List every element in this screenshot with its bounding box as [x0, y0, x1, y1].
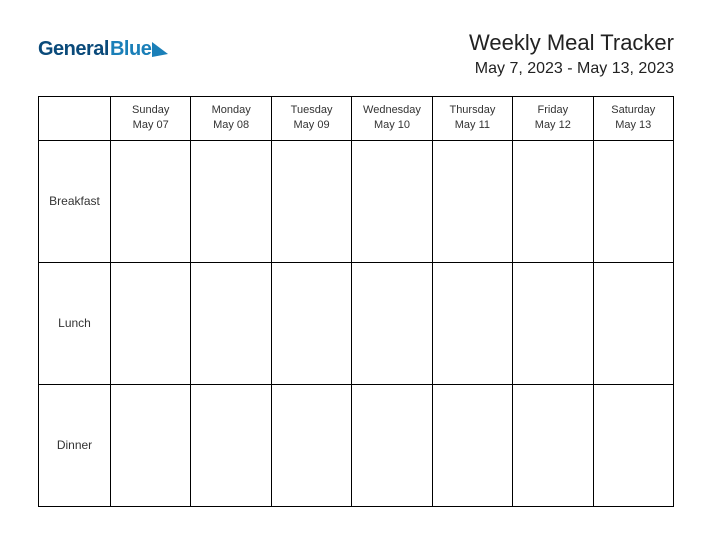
col-dayname: Tuesday [274, 103, 349, 118]
table-corner-cell [39, 97, 111, 141]
table-row: Breakfast [39, 140, 674, 262]
meal-cell[interactable] [111, 384, 191, 506]
col-date: May 07 [113, 118, 188, 133]
table-row: Lunch [39, 262, 674, 384]
meal-cell[interactable] [111, 262, 191, 384]
col-date: May 09 [274, 118, 349, 133]
meal-cell[interactable] [352, 262, 432, 384]
col-dayname: Thursday [435, 103, 510, 118]
header-row: General Blue Weekly Meal Tracker May 7, … [38, 30, 674, 78]
date-range: May 7, 2023 - May 13, 2023 [469, 60, 674, 78]
title-block: Weekly Meal Tracker May 7, 2023 - May 13… [469, 30, 674, 78]
page-title: Weekly Meal Tracker [469, 30, 674, 56]
table-row: Dinner [39, 384, 674, 506]
col-date: May 08 [193, 118, 268, 133]
logo-sail-icon [152, 42, 168, 57]
meal-cell[interactable] [271, 384, 351, 506]
col-header: Wednesday May 10 [352, 97, 432, 141]
col-date: May 12 [515, 118, 590, 133]
col-dayname: Monday [193, 103, 268, 118]
meal-cell[interactable] [593, 262, 673, 384]
meal-cell[interactable] [593, 140, 673, 262]
col-header: Tuesday May 09 [271, 97, 351, 141]
col-header: Friday May 12 [513, 97, 593, 141]
meal-cell[interactable] [432, 140, 512, 262]
row-label: Lunch [39, 262, 111, 384]
col-date: May 11 [435, 118, 510, 133]
meal-cell[interactable] [191, 384, 271, 506]
meal-cell[interactable] [111, 140, 191, 262]
col-dayname: Wednesday [354, 103, 429, 118]
meal-cell[interactable] [271, 262, 351, 384]
meal-cell[interactable] [432, 384, 512, 506]
meal-cell[interactable] [513, 140, 593, 262]
meal-cell[interactable] [271, 140, 351, 262]
meal-cell[interactable] [432, 262, 512, 384]
meal-cell[interactable] [593, 384, 673, 506]
col-date: May 10 [354, 118, 429, 133]
table-header-row: Sunday May 07 Monday May 08 Tuesday May … [39, 97, 674, 141]
col-header: Sunday May 07 [111, 97, 191, 141]
col-dayname: Friday [515, 103, 590, 118]
logo-part2: Blue [110, 38, 151, 61]
logo-part1: General [38, 38, 109, 61]
col-date: May 13 [596, 118, 671, 133]
meal-cell[interactable] [513, 262, 593, 384]
col-header: Thursday May 11 [432, 97, 512, 141]
col-dayname: Saturday [596, 103, 671, 118]
row-label: Dinner [39, 384, 111, 506]
logo: General Blue [38, 38, 168, 61]
meal-cell[interactable] [191, 262, 271, 384]
row-label: Breakfast [39, 140, 111, 262]
col-header: Monday May 08 [191, 97, 271, 141]
meal-cell[interactable] [191, 140, 271, 262]
col-dayname: Sunday [113, 103, 188, 118]
meal-cell[interactable] [352, 384, 432, 506]
meal-cell[interactable] [352, 140, 432, 262]
meal-tracker-table: Sunday May 07 Monday May 08 Tuesday May … [38, 96, 674, 507]
meal-cell[interactable] [513, 384, 593, 506]
col-header: Saturday May 13 [593, 97, 673, 141]
